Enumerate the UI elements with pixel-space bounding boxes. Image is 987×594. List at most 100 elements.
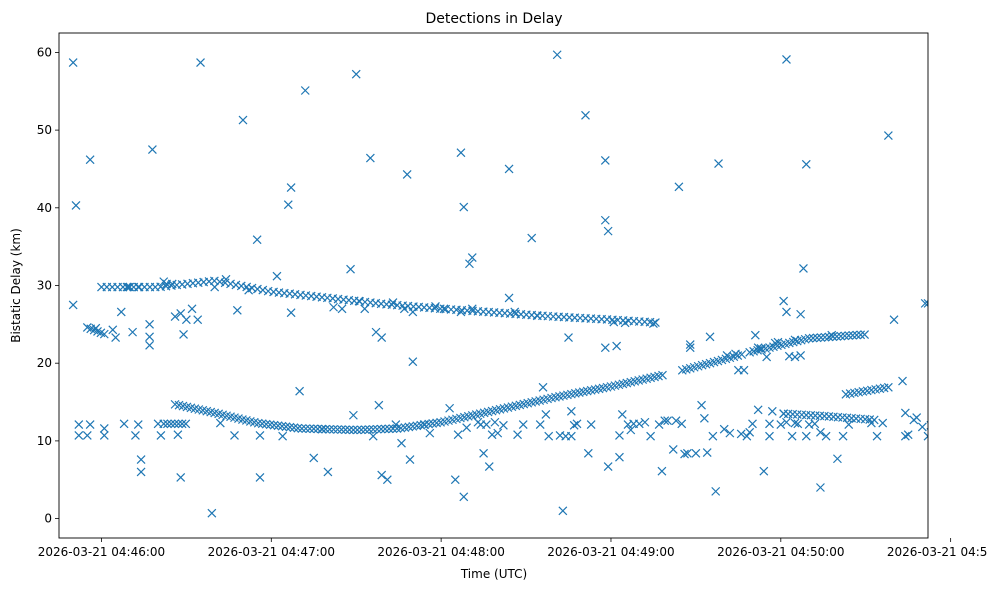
detection-marker [852, 330, 862, 340]
detection-marker [558, 506, 568, 516]
detection-marker [753, 343, 763, 353]
detection-marker [166, 419, 176, 429]
detection-marker [133, 282, 143, 292]
detection-marker [439, 304, 449, 314]
detection-marker [377, 470, 387, 480]
detection-marker [231, 280, 241, 290]
detection-marker [108, 325, 118, 335]
y-tick-label: 20 [37, 356, 52, 370]
detection-marker [181, 419, 191, 429]
detection-marker [187, 304, 197, 314]
detection-marker [820, 332, 830, 342]
plot-frame [58, 32, 929, 539]
detection-marker [705, 332, 715, 342]
detection-marker [801, 159, 811, 169]
detection-marker [99, 424, 109, 433]
detection-marker [572, 419, 582, 429]
x-tick-label: 2026-03-21 04:51:00 [887, 545, 987, 559]
detection-marker [765, 431, 774, 441]
detection-marker [325, 424, 335, 434]
detection-marker [748, 419, 757, 429]
detection-marker [711, 486, 721, 496]
detection-marker [640, 417, 650, 427]
detection-marker [145, 340, 155, 350]
detection-marker [796, 350, 806, 360]
detection-marker [586, 420, 596, 429]
detection-marker [810, 419, 820, 429]
detection-marker [504, 293, 514, 303]
detection-marker [838, 431, 848, 441]
detection-marker [490, 417, 500, 427]
detection-marker [82, 431, 92, 440]
detection-marker [513, 430, 522, 440]
detection-marker [119, 419, 129, 429]
detection-marker [232, 305, 242, 315]
detection-marker [85, 420, 95, 429]
y-tick-label: 10 [37, 434, 52, 448]
detection-marker [658, 370, 667, 380]
detection-marker [535, 420, 545, 429]
detection-marker [425, 428, 435, 438]
detection-marker [309, 453, 319, 463]
detection-marker [615, 452, 624, 462]
detection-marker [773, 337, 783, 347]
detection-marker [68, 58, 78, 67]
detection-marker [456, 307, 466, 317]
detection-marker [196, 58, 205, 67]
detection-marker [348, 410, 358, 420]
detection-marker [300, 86, 310, 95]
detection-marker [174, 419, 183, 429]
detection-marker [91, 323, 101, 333]
detection-marker [677, 419, 687, 429]
detection-marker [321, 424, 331, 434]
detection-marker [283, 200, 293, 210]
detection-marker [372, 424, 382, 434]
detection-marker [889, 315, 899, 325]
y-tick-label: 40 [37, 201, 52, 215]
detection-marker [840, 331, 850, 341]
detection-marker [883, 382, 893, 392]
y-tick-label: 60 [37, 45, 52, 59]
detection-marker [380, 424, 390, 434]
detection-marker [376, 424, 386, 434]
x-tick-label: 2026-03-21 04:49:00 [547, 545, 674, 559]
detection-marker [391, 420, 401, 429]
detection-marker [691, 448, 701, 458]
x-tick-label: 2026-03-21 04:46:00 [38, 545, 165, 559]
detection-marker [564, 333, 573, 342]
detection-marker [699, 413, 709, 423]
detection-marker [541, 410, 551, 419]
detection-marker [293, 423, 303, 433]
detection-marker [99, 329, 109, 339]
detection-marker [173, 430, 183, 440]
detection-marker [860, 330, 870, 339]
detection-marker [479, 448, 489, 458]
y-tick-label: 50 [37, 123, 52, 137]
detection-marker [265, 420, 275, 430]
detection-marker [269, 420, 279, 430]
detection-marker [603, 226, 613, 236]
detection-marker [883, 131, 893, 140]
detection-marker [170, 312, 180, 322]
detection-marker [156, 431, 166, 440]
detection-marker [620, 318, 630, 328]
detection-marker [419, 420, 429, 429]
detection-marker [368, 424, 378, 434]
detection-marker [111, 333, 121, 342]
detection-marker [671, 416, 681, 426]
detection-marker [344, 425, 354, 435]
y-tick-label: 0 [44, 512, 52, 526]
detection-marker [230, 431, 239, 440]
detection-marker [431, 302, 440, 311]
detection-marker [848, 330, 858, 340]
detection-marker [649, 319, 658, 328]
x-tick-label: 2026-03-21 04:47:00 [208, 545, 335, 559]
detection-marker [257, 419, 267, 429]
detection-marker [782, 417, 791, 427]
detection-marker [402, 169, 412, 179]
detection-marker [467, 304, 477, 314]
detection-marker [878, 418, 888, 428]
detection-marker [71, 201, 81, 210]
detection-marker [779, 296, 789, 306]
chart-title: Detections in Delay [425, 11, 562, 27]
